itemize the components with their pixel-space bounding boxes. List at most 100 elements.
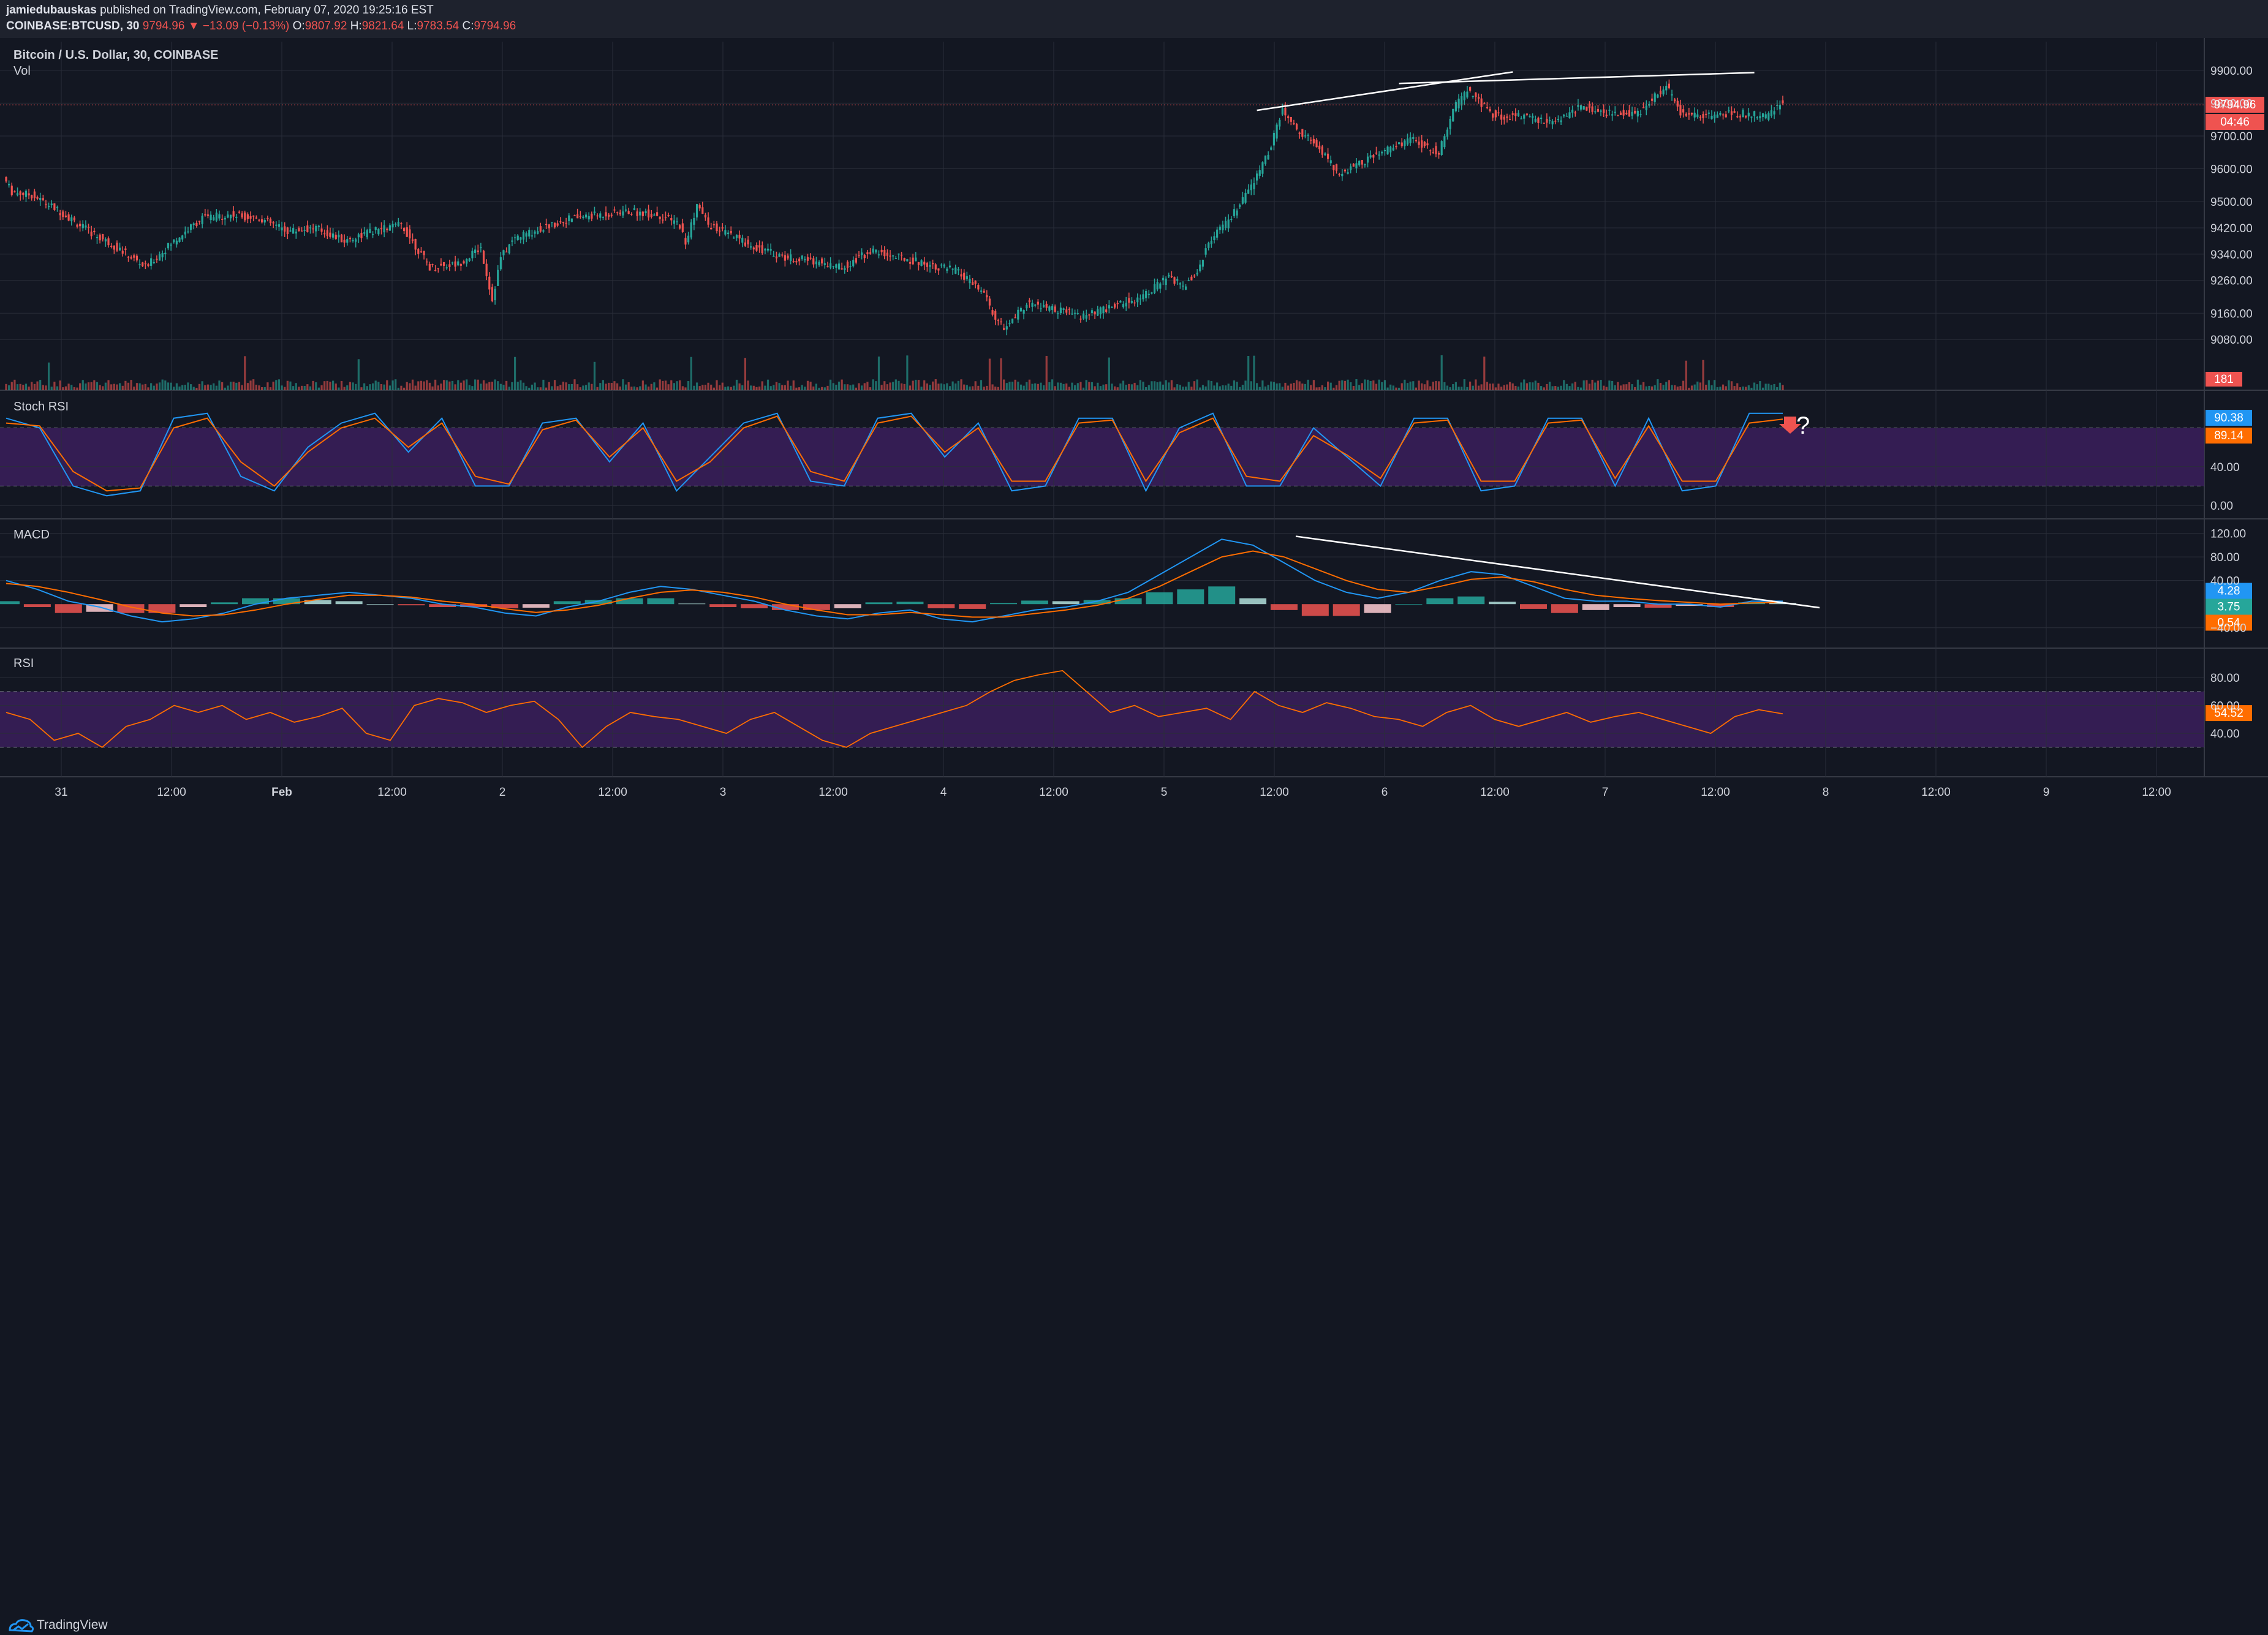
candle-body [1022, 310, 1025, 314]
volume-bar [1603, 385, 1605, 390]
candle-body [716, 223, 718, 232]
volume-bar [1461, 387, 1463, 390]
candle-body [156, 259, 158, 260]
volume-bar [909, 385, 912, 390]
chart-canvas[interactable]: 31 12:00 Feb 12:00 2 12:00 3 12:00 4 12:00 5 12:00 6… [0, 38, 2268, 806]
candle-body [1421, 140, 1423, 148]
candle-body [173, 239, 175, 243]
candle-body [1088, 314, 1091, 315]
volume-bar [85, 383, 87, 390]
volume-bar [624, 384, 627, 390]
candle-body [1696, 114, 1699, 118]
volume-bar [926, 383, 928, 390]
volume-bar [1759, 381, 1761, 390]
volume-bar [1139, 380, 1141, 390]
candle-body [170, 244, 172, 246]
symbol-name[interactable]: COINBASE:BTCUSD, 30 [6, 20, 140, 32]
volume-bar [1421, 383, 1423, 390]
volume-bar [1338, 380, 1340, 390]
volume-bar [602, 380, 604, 390]
stoch-d-badge [2206, 428, 2252, 444]
volume-bar [113, 383, 115, 390]
candle-body [73, 217, 75, 221]
candle-body [99, 235, 101, 241]
candle-body [130, 257, 132, 259]
time-tick-label: 12:00 [1921, 786, 1951, 799]
candle-body [1281, 108, 1283, 115]
candle-body [1714, 115, 1716, 119]
volume-bar [261, 387, 263, 390]
candle-body [56, 206, 59, 208]
volume-bar [520, 380, 522, 390]
stoch-k-badge [2206, 410, 2252, 426]
candle-body [1534, 119, 1537, 122]
candle-body [698, 205, 701, 209]
candle-body [707, 217, 709, 225]
candle-body [1350, 166, 1352, 170]
candle-body [1219, 226, 1221, 230]
volume-bar [33, 383, 36, 390]
macd-histogram-bar [1177, 589, 1204, 605]
volume-bar [1329, 382, 1332, 390]
volume-bar [855, 387, 857, 390]
candle-body [192, 223, 195, 225]
volume-bar [528, 387, 531, 390]
volume-bar [1071, 382, 1073, 390]
candle-body [1508, 118, 1511, 120]
candle-body [232, 211, 235, 217]
candle-body [417, 249, 420, 254]
candle-body [1145, 290, 1147, 298]
volume-bar [1560, 385, 1562, 390]
volume-bar [1446, 385, 1449, 390]
candle-body [1520, 118, 1522, 119]
candle-body [1654, 93, 1656, 102]
candle-body [1216, 229, 1219, 238]
candle-body [403, 228, 406, 232]
candle-body [395, 224, 397, 225]
volume-bar [741, 385, 744, 390]
oscillator-tick-label: 0.00 [2210, 500, 2233, 513]
candle-body [1506, 116, 1508, 118]
volume-bar [31, 382, 33, 390]
volume-bar [804, 387, 806, 390]
candle-body [1019, 308, 1022, 312]
candle-body [1492, 113, 1494, 118]
volume-bar [687, 381, 690, 390]
volume-bar [1574, 382, 1576, 390]
volume-bar [1742, 386, 1744, 390]
volume-bar [969, 386, 971, 390]
volume-bar [312, 380, 314, 390]
macd-histogram-bar [1083, 600, 1111, 605]
candle-body [1381, 151, 1383, 154]
volume-bar [1156, 382, 1159, 390]
candle-body [892, 255, 894, 257]
author-name[interactable]: jamiedubauskas [6, 4, 97, 17]
candle-body [1463, 92, 1465, 100]
volume-bar [1466, 387, 1469, 390]
candle-body [10, 185, 13, 195]
candle-body [175, 240, 178, 245]
volume-bar [391, 380, 394, 390]
candle-body [1412, 137, 1415, 139]
volume-bar [934, 379, 937, 390]
candle-body [795, 261, 798, 263]
volume-bar [1199, 387, 1201, 390]
candle-body [332, 233, 335, 238]
footer-brand[interactable]: TradingView [37, 1618, 108, 1632]
volume-bar [346, 385, 349, 390]
candle-body [846, 262, 849, 268]
main-pane-title: Bitcoin / U.S. Dollar, 30, COINBASE [13, 48, 219, 62]
candle-body [119, 247, 121, 251]
volume-bar [781, 385, 784, 390]
candle-body [738, 235, 741, 239]
volume-bar [1364, 379, 1366, 390]
volume-bar [562, 382, 565, 390]
candle-body [832, 265, 834, 267]
candle-body [809, 257, 812, 259]
candle-body [940, 264, 943, 266]
candle-body [440, 263, 442, 266]
candle-body [1600, 110, 1602, 112]
volume-bar [468, 385, 471, 390]
volume-bar [1204, 386, 1207, 390]
volume-bar [826, 385, 829, 390]
